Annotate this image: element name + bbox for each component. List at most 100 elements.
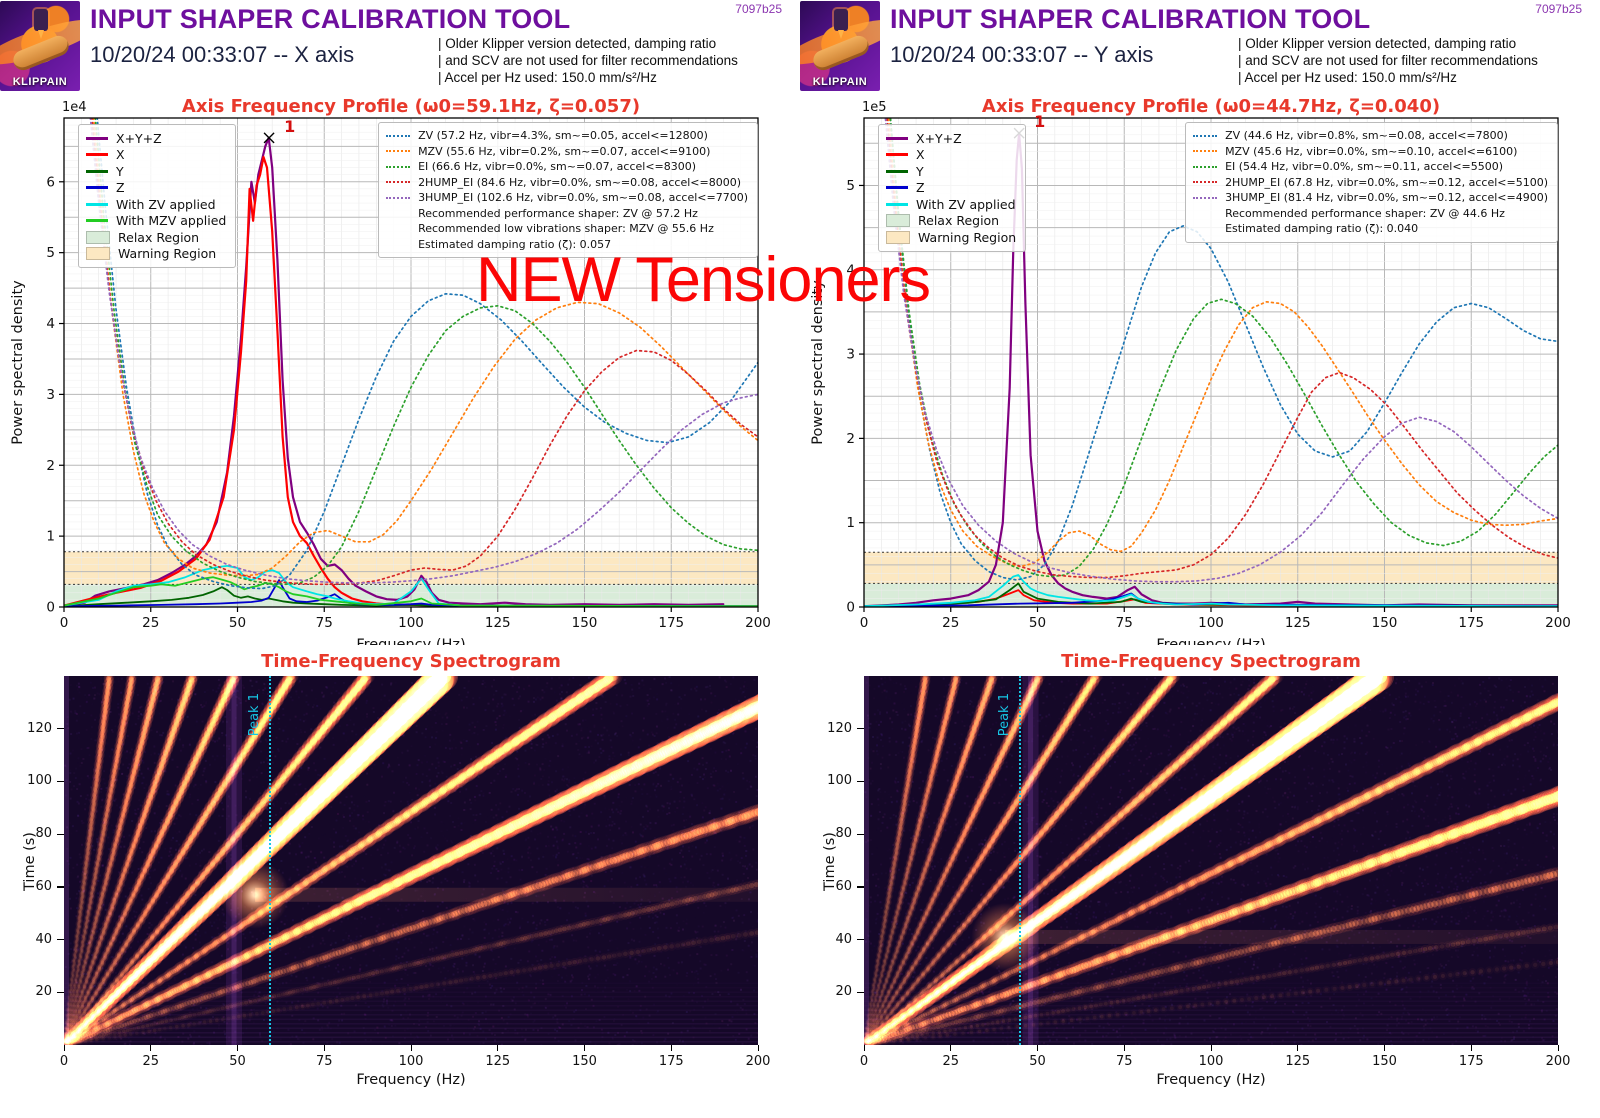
legend-item: Z — [86, 180, 226, 197]
legend-item: MZV (45.6 Hz, vibr=0.0%, sm~=0.10, accel… — [1193, 144, 1548, 160]
note-line: | Older Klipper version detected, dampin… — [1238, 35, 1538, 52]
legend-item: 2HUMP_EI (67.8 Hz, vibr=0.0%, sm~=0.12, … — [1193, 175, 1548, 191]
y-tick-label: 1 — [846, 515, 855, 531]
line-swatch — [86, 219, 108, 222]
legend-item-label: Y — [916, 164, 924, 179]
legend-item: ZV (44.6 Hz, vibr=0.8%, sm~=0.08, accel<… — [1193, 128, 1548, 144]
x-tick-label: 150 — [572, 615, 598, 631]
y-tick-label: 120 — [12, 721, 52, 736]
legend-item-label: X — [916, 147, 925, 162]
x-tick-label: 150 — [565, 1054, 605, 1069]
spectrogram-canvas — [64, 676, 758, 1045]
datetime-axis-label: 10/20/24 00:33:07 -- X axis — [90, 42, 354, 68]
x-tick-label: 125 — [485, 615, 511, 631]
y-tick-label: 20 — [12, 984, 52, 999]
legend-series: X+Y+Z X Y Z With ZV applied With MZV applied R… — [78, 124, 236, 268]
x-tick-mark — [1297, 1045, 1298, 1051]
frequency-profile-chart-x: 0 25 50 75 100 125 150 175 200 0 1 2 3 4 5 6 1e4 Frequenc… — [0, 93, 800, 645]
note-line: | Accel per Hz used: 150.0 mm/s²/Hz — [438, 69, 738, 86]
panel-x-axis: KLIPPAIN INPUT SHAPER CALIBRATION TOOL 1… — [0, 0, 800, 1118]
patch-swatch — [86, 231, 110, 244]
dotted-swatch — [386, 197, 410, 199]
line-swatch — [86, 137, 108, 140]
y-tick-mark — [57, 728, 64, 729]
legend-item: Recommended performance shaper: ZV @ 57.… — [386, 206, 748, 222]
legend-item: Warning Region — [86, 246, 226, 263]
legend-item: X — [886, 147, 1016, 164]
spectrogram-peak-line — [1019, 676, 1021, 1045]
legend-item-label: 2HUMP_EI (84.6 Hz, vibr=0.0%, sm~=0.08, … — [418, 176, 741, 189]
legend-item: EI (66.6 Hz, vibr=0.0%, sm~=0.07, accel<… — [386, 159, 748, 175]
x-tick-label: 75 — [304, 1054, 344, 1069]
y-tick-label: 0 — [846, 600, 855, 616]
legend-item: With MZV applied — [86, 213, 226, 230]
x-tick-label: 150 — [1372, 615, 1398, 631]
line-swatch — [886, 203, 908, 206]
x-tick-label: 200 — [745, 615, 771, 631]
x-axis-label: Frequency (Hz) — [64, 1072, 758, 1088]
legend-item: Recommended low vibrations shaper: MZV @… — [386, 221, 748, 237]
legend-item-label: X+Y+Z — [916, 131, 962, 146]
legend-item: X — [86, 147, 226, 164]
legend-item-label: 2HUMP_EI (67.8 Hz, vibr=0.0%, sm~=0.12, … — [1225, 176, 1548, 189]
y-tick-label: 2 — [846, 431, 855, 447]
legend-item-label: Y — [116, 164, 124, 179]
y-tick-label: 3 — [46, 387, 55, 403]
spectrogram-peak-label: Peak 1 — [247, 693, 262, 736]
klippain-logo: KLIPPAIN — [800, 1, 880, 91]
legend-item-label: EI (66.6 Hz, vibr=0.0%, sm~=0.07, accel<… — [418, 160, 696, 173]
y-tick-label: 4 — [46, 316, 55, 332]
x-tick-mark — [1037, 1045, 1038, 1051]
note-line: | and SCV are not used for filter recomm… — [438, 52, 738, 69]
y-tick-label: 5 — [846, 178, 855, 194]
x-tick-mark — [1211, 1045, 1212, 1051]
spectrogram-title: Time-Frequency Spectrogram — [64, 651, 758, 672]
x-tick-mark — [324, 1045, 325, 1051]
legend-item: Y — [886, 163, 1016, 180]
legend-item: Z — [886, 180, 1016, 197]
legend-item: 3HUMP_EI (81.4 Hz, vibr=0.0%, sm~=0.12, … — [1193, 190, 1548, 206]
x-tick-mark — [411, 1045, 412, 1051]
klipper-notes: | Older Klipper version detected, dampin… — [438, 35, 738, 86]
dotted-swatch — [1193, 181, 1217, 183]
legend-item-label: 3HUMP_EI (81.4 Hz, vibr=0.0%, sm~=0.12, … — [1225, 191, 1548, 204]
spectrogram-chart-y: Time-Frequency Spectrogram Peak 1 20 40 60 8… — [800, 645, 1600, 1118]
dotted-swatch — [386, 181, 410, 183]
spectrogram-peak-line — [269, 676, 271, 1045]
page-title: INPUT SHAPER CALIBRATION TOOL — [890, 4, 1370, 35]
y-tick-mark — [857, 781, 864, 782]
line-swatch — [886, 170, 908, 173]
x-tick-label: 175 — [658, 615, 684, 631]
spectrogram-chart-x: Time-Frequency Spectrogram Peak 1 20 40 60 8… — [0, 645, 800, 1118]
x-tick-label: 200 — [1545, 615, 1571, 631]
note-line: | and SCV are not used for filter recomm… — [1238, 52, 1538, 69]
y-tick-label: 0 — [46, 600, 55, 616]
dotted-swatch — [1193, 135, 1217, 137]
legend-item-label: Z — [916, 180, 925, 195]
logo-brand-text: KLIPPAIN — [800, 76, 880, 88]
legend-item-label: Relax Region — [118, 230, 199, 245]
x-tick-label: 75 — [316, 615, 333, 631]
x-tick-label: 100 — [1191, 1054, 1231, 1069]
dotted-swatch — [386, 135, 410, 137]
x-tick-label: 100 — [391, 1054, 431, 1069]
legend-item-label: With MZV applied — [116, 213, 226, 228]
panel-y-axis: KLIPPAIN INPUT SHAPER CALIBRATION TOOL 1… — [800, 0, 1600, 1118]
y-tick-mark — [57, 781, 64, 782]
y-tick-mark — [857, 939, 864, 940]
x-tick-mark — [950, 1045, 951, 1051]
x-tick-label: 0 — [60, 615, 69, 631]
legend-item-label: MZV (55.6 Hz, vibr=0.2%, sm~=0.07, accel… — [418, 145, 710, 158]
legend-item-label: Relax Region — [918, 213, 999, 228]
dotted-swatch — [386, 150, 410, 152]
x-tick-label: 25 — [131, 1054, 171, 1069]
y-axis-label: Time (s) — [822, 832, 838, 891]
y-tick-label: 40 — [12, 932, 52, 947]
legend-item: Y — [86, 163, 226, 180]
y-axis-label: Power spectral density — [10, 280, 26, 445]
x-tick-mark — [758, 1045, 759, 1051]
klippain-logo: KLIPPAIN — [0, 1, 80, 91]
note-line: | Older Klipper version detected, dampin… — [438, 35, 738, 52]
annotation-overlay-text: NEW Tensioners — [476, 244, 930, 316]
legend-item: X+Y+Z — [86, 130, 226, 147]
